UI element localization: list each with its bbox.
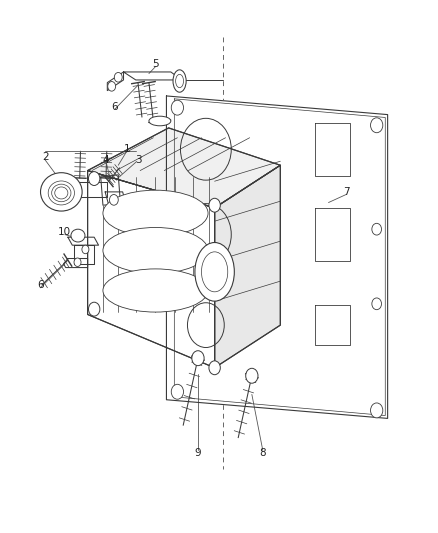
Circle shape [371,118,383,133]
Circle shape [171,384,184,399]
Circle shape [88,302,100,316]
Text: 4: 4 [102,155,110,165]
Text: 6: 6 [111,102,118,111]
Polygon shape [105,192,127,208]
Text: 5: 5 [152,59,159,69]
Text: 9: 9 [194,448,201,458]
Polygon shape [315,305,350,345]
Ellipse shape [195,243,234,301]
Polygon shape [74,245,94,264]
Ellipse shape [103,228,208,273]
Polygon shape [101,175,120,205]
Text: 2: 2 [42,152,49,162]
Ellipse shape [103,269,208,312]
Circle shape [192,351,204,366]
Ellipse shape [149,116,171,126]
Polygon shape [64,259,88,268]
Circle shape [209,361,220,375]
Text: 8: 8 [259,448,266,458]
Text: 6: 6 [37,280,44,290]
Ellipse shape [41,173,82,211]
Circle shape [171,100,184,115]
Circle shape [372,298,381,310]
Text: 1: 1 [124,144,131,154]
Circle shape [114,72,122,82]
Circle shape [88,172,100,185]
Ellipse shape [173,70,186,92]
Circle shape [108,82,116,91]
Circle shape [173,210,182,222]
Circle shape [209,198,220,212]
Polygon shape [88,171,215,368]
Circle shape [173,285,182,296]
Text: 10: 10 [58,227,71,237]
Circle shape [74,258,81,266]
Polygon shape [315,123,350,176]
Circle shape [371,403,383,418]
Polygon shape [68,237,99,245]
Circle shape [82,245,89,254]
Polygon shape [88,128,280,208]
Ellipse shape [103,190,208,236]
Circle shape [372,223,381,235]
Circle shape [110,195,118,205]
Polygon shape [124,72,182,80]
Polygon shape [149,117,171,125]
Polygon shape [77,182,107,197]
Text: 7: 7 [343,187,350,197]
Polygon shape [166,96,388,418]
Polygon shape [215,165,280,368]
Text: 3: 3 [134,155,141,165]
Polygon shape [315,208,350,261]
Ellipse shape [71,229,85,242]
Circle shape [246,368,258,383]
Polygon shape [107,72,124,91]
